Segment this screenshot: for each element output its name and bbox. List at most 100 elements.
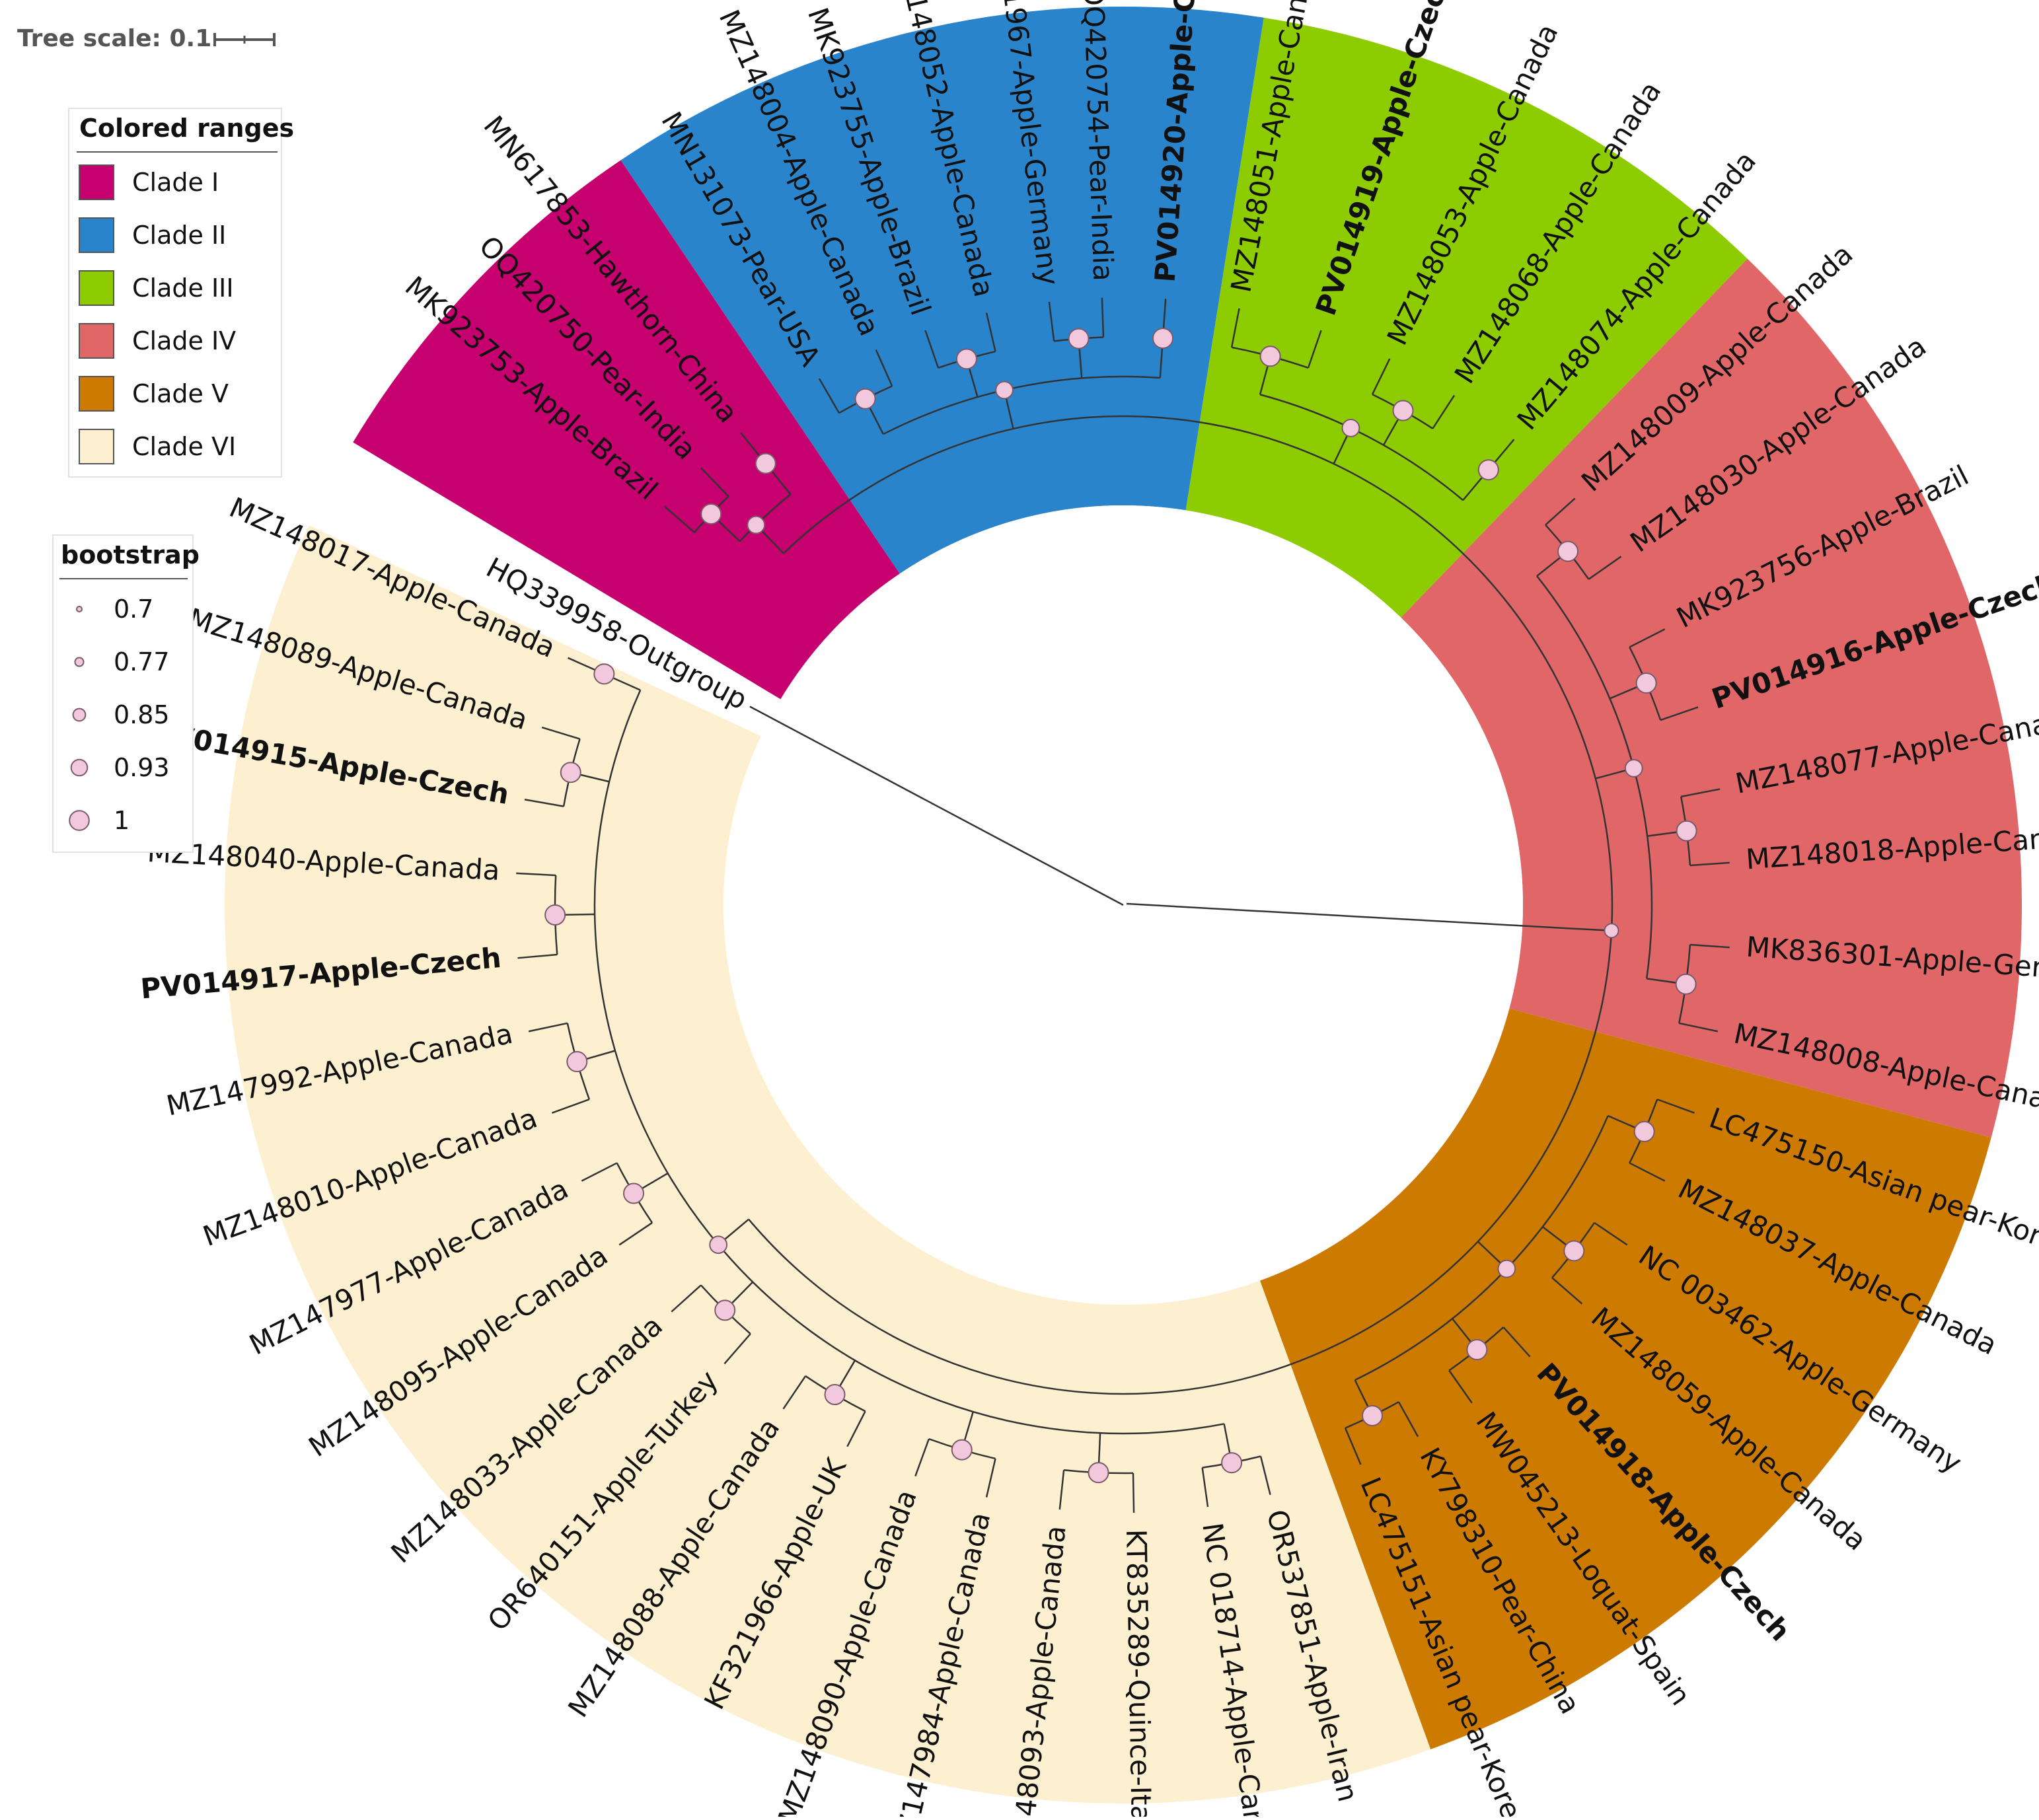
bootstrap-node — [1497, 1259, 1516, 1278]
leaf-branch — [914, 1438, 930, 1476]
bootstrap-node — [1221, 1452, 1243, 1474]
bootstrap-node — [700, 503, 722, 525]
bootstrap-node — [747, 515, 766, 534]
bootstrap-node — [1633, 1120, 1655, 1142]
legend-bootstrap-items: 0.7 0.77 0.85 0.93 1 — [69, 595, 170, 835]
bootstrap-node — [755, 453, 776, 474]
legend-label-clade-iii: Clade III — [132, 273, 234, 303]
tree-scale: Tree scale: 0.1 — [17, 25, 276, 52]
legend-label-clade-ii: Clade II — [132, 221, 226, 250]
leaf-branch — [1058, 1470, 1065, 1510]
range-clade-i — [353, 160, 900, 700]
legend-bootstrap-box — [52, 534, 194, 853]
leaf-branch — [618, 1221, 653, 1246]
legend-swatch-clade-ii — [79, 217, 114, 253]
bootstrap-node — [1068, 328, 1090, 349]
bootstrap-node — [1152, 328, 1173, 349]
bootstrap-node — [1563, 1240, 1585, 1262]
leaf-branch — [782, 1375, 807, 1410]
bootstrap-node — [1466, 1339, 1488, 1361]
clade-arc — [593, 690, 1224, 1435]
leaf-branch — [985, 1458, 996, 1498]
bootstrap-node — [1361, 1404, 1383, 1426]
leaf-branch — [1101, 297, 1105, 338]
bootstrap-node — [1392, 400, 1414, 421]
leaf-branch — [1588, 556, 1622, 580]
legend-bootstrap-label: 0.77 — [114, 647, 170, 676]
bootstrap-node — [1259, 346, 1281, 367]
legend-swatch-clade-v — [79, 376, 114, 412]
leaf-branch — [1678, 1022, 1719, 1033]
bootstrap-node — [622, 1183, 644, 1204]
leaf-branch — [524, 799, 564, 807]
leaf-branch — [846, 1410, 866, 1447]
legend-bootstrap-marker — [72, 708, 87, 722]
bootstrap-node — [1635, 672, 1657, 694]
leaf-label-kt835289-quince-italy: KT835289-Quince-Italy — [1120, 1529, 1158, 1817]
leaf-branch — [671, 1284, 702, 1313]
bootstrap-node — [1604, 923, 1619, 939]
legend-bootstrap-marker — [74, 657, 85, 667]
legend-bootstrap-marker — [76, 606, 83, 612]
leaf-branch — [1502, 1327, 1531, 1358]
leaf-branch — [517, 953, 558, 959]
leaf-branch — [663, 505, 695, 533]
bootstrap-node — [1675, 973, 1697, 995]
leaf-branch — [581, 1162, 618, 1182]
range-clade-iii — [1185, 17, 1748, 618]
leaf-branch — [528, 1022, 568, 1033]
bootstrap-node — [560, 762, 581, 783]
tree-scale-label: Tree scale: 0.1 — [17, 25, 211, 52]
bootstrap-node — [566, 1051, 588, 1073]
bootstrap-node — [1624, 759, 1643, 778]
bootstrap-node — [995, 381, 1014, 400]
leaf-branch — [1629, 628, 1666, 648]
legend-swatch-clade-i — [79, 164, 114, 200]
bootstrap-node — [544, 904, 566, 926]
legend-label-clade-v: Clade V — [132, 379, 229, 408]
leaf-branch — [1432, 394, 1456, 429]
legend-bootstrap: bootstrap 0.7 0.77 0.85 0.93 1 — [52, 534, 200, 853]
clade-arc — [1259, 394, 1464, 501]
leaf-branch — [924, 330, 940, 369]
leaf-branch — [1448, 1369, 1473, 1404]
bootstrap-node — [593, 663, 615, 685]
legend-bootstrap-label: 0.93 — [114, 753, 170, 782]
leaf-branch — [516, 872, 556, 877]
range-clade-v — [1259, 1008, 1991, 1749]
leaf-branch — [1344, 1428, 1362, 1465]
legend-range-items: Clade I Clade II Clade III Clade IV Clade V C… — [79, 164, 236, 464]
leaf-branch — [541, 726, 580, 740]
outgroup-branch — [749, 706, 1124, 906]
bootstrap-node — [1676, 820, 1697, 842]
legend-label-clade-i: Clade I — [132, 168, 219, 197]
leaf-branch — [1545, 497, 1576, 526]
bootstrap-node — [955, 348, 977, 370]
range-clade-vi — [224, 525, 1431, 1804]
bootstrap-node — [1557, 540, 1579, 562]
root-branch — [1126, 902, 1573, 929]
legend-bootstrap-title: bootstrap — [61, 540, 200, 569]
legend-label-clade-iv: Clade IV — [132, 326, 236, 355]
bootstrap-node — [1341, 419, 1360, 437]
leaf-branch — [875, 349, 893, 386]
leaf-branch — [1132, 1473, 1135, 1513]
leaf-branch — [1660, 706, 1699, 721]
leaf-branch — [1048, 301, 1055, 342]
colored-ranges — [224, 6, 2022, 1804]
leaf-branch — [552, 1098, 590, 1114]
leaf-branch — [1551, 1277, 1583, 1305]
leaf-branch — [1594, 1221, 1628, 1246]
legend-label-clade-vi: Clade VI — [132, 432, 236, 461]
leaf-branch — [1680, 788, 1721, 798]
leaf-branch — [700, 467, 729, 497]
leaf-branch — [1230, 308, 1240, 348]
clade-arc — [739, 493, 792, 542]
leaf-branch — [1201, 1467, 1209, 1508]
bootstrap-node — [714, 1299, 736, 1321]
leaf-branch — [1656, 1098, 1695, 1114]
leaf-branch — [985, 312, 996, 352]
legend-bootstrap-marker — [69, 810, 90, 831]
